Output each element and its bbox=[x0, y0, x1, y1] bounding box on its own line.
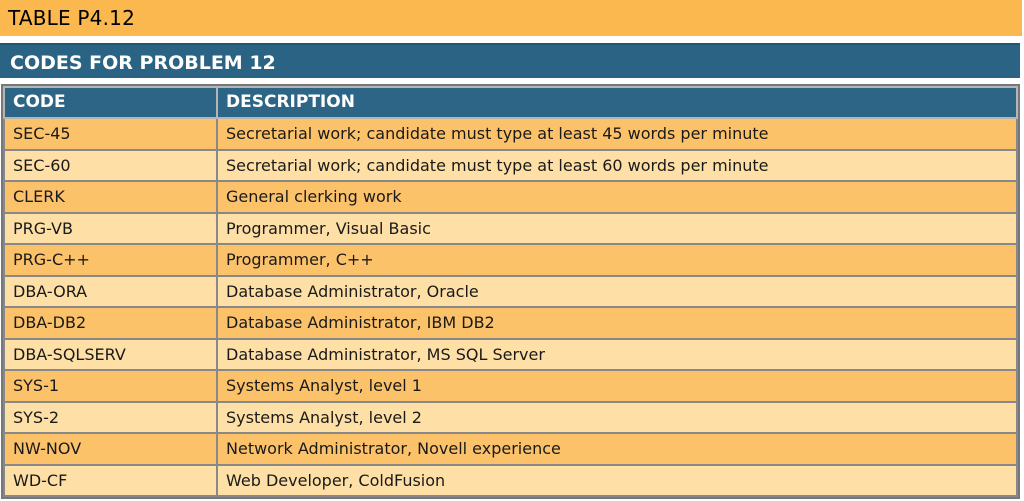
table-row: PRG-C++ Programmer, C++ bbox=[3, 243, 1018, 277]
table-row: SEC-60 Secretarial work; candidate must … bbox=[3, 148, 1018, 182]
code-cell: PRG-VB bbox=[3, 211, 218, 245]
code-cell: SYS-2 bbox=[3, 400, 218, 434]
description-cell: Systems Analyst, level 2 bbox=[216, 400, 1018, 434]
table-row: SYS-1 Systems Analyst, level 1 bbox=[3, 369, 1018, 403]
table-row: CLERK General clerking work bbox=[3, 180, 1018, 214]
table-title: CODES FOR PROBLEM 12 bbox=[0, 43, 1020, 78]
description-cell: Secretarial work; candidate must type at… bbox=[216, 148, 1018, 182]
description-cell: Database Administrator, IBM DB2 bbox=[216, 306, 1018, 340]
description-cell: Database Administrator, Oracle bbox=[216, 274, 1018, 308]
table-row: SYS-2 Systems Analyst, level 2 bbox=[3, 400, 1018, 434]
table-row: DBA-SQLSERV Database Administrator, MS S… bbox=[3, 337, 1018, 371]
table-row: WD-CF Web Developer, ColdFusion bbox=[3, 463, 1018, 497]
code-column-header: CODE bbox=[3, 86, 218, 119]
table-row: DBA-DB2 Database Administrator, IBM DB2 bbox=[3, 306, 1018, 340]
description-cell: Systems Analyst, level 1 bbox=[216, 369, 1018, 403]
code-cell: NW-NOV bbox=[3, 432, 218, 466]
code-cell: DBA-SQLSERV bbox=[3, 337, 218, 371]
description-cell: General clerking work bbox=[216, 180, 1018, 214]
description-cell: Database Administrator, MS SQL Server bbox=[216, 337, 1018, 371]
description-cell: Network Administrator, Novell experience bbox=[216, 432, 1018, 466]
code-cell: CLERK bbox=[3, 180, 218, 214]
code-cell: SEC-45 bbox=[3, 117, 218, 151]
table-label: TABLE P4.12 bbox=[0, 0, 1022, 37]
codes-table-container: CODE DESCRIPTION SEC-45 Secretarial work… bbox=[1, 84, 1020, 499]
table-header-row: CODE DESCRIPTION bbox=[3, 86, 1018, 119]
code-cell: SEC-60 bbox=[3, 148, 218, 182]
description-cell: Programmer, C++ bbox=[216, 243, 1018, 277]
code-cell: DBA-DB2 bbox=[3, 306, 218, 340]
code-cell: SYS-1 bbox=[3, 369, 218, 403]
table-row: NW-NOV Network Administrator, Novell exp… bbox=[3, 432, 1018, 466]
description-column-header: DESCRIPTION bbox=[216, 86, 1018, 119]
table-row: DBA-ORA Database Administrator, Oracle bbox=[3, 274, 1018, 308]
code-cell: PRG-C++ bbox=[3, 243, 218, 277]
codes-table: CODE DESCRIPTION SEC-45 Secretarial work… bbox=[3, 86, 1018, 497]
description-cell: Web Developer, ColdFusion bbox=[216, 463, 1018, 497]
code-cell: WD-CF bbox=[3, 463, 218, 497]
description-cell: Secretarial work; candidate must type at… bbox=[216, 117, 1018, 151]
description-cell: Programmer, Visual Basic bbox=[216, 211, 1018, 245]
table-row: PRG-VB Programmer, Visual Basic bbox=[3, 211, 1018, 245]
code-cell: DBA-ORA bbox=[3, 274, 218, 308]
table-row: SEC-45 Secretarial work; candidate must … bbox=[3, 117, 1018, 151]
